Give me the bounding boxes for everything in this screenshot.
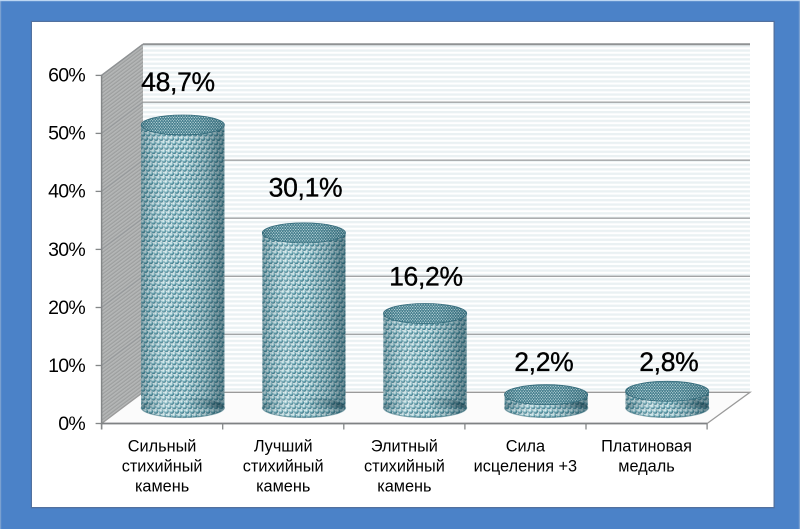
svg-text:стихийный: стихийный [243, 457, 324, 475]
svg-text:16,2%: 16,2% [389, 261, 463, 291]
svg-text:Сила: Сила [506, 437, 546, 455]
svg-text:2,2%: 2,2% [514, 347, 573, 377]
svg-text:30%: 30% [48, 239, 85, 261]
svg-text:камень: камень [256, 478, 310, 496]
svg-text:10%: 10% [48, 355, 85, 377]
svg-text:Лучший: Лучший [254, 437, 313, 455]
svg-text:Платиновая: Платиновая [601, 437, 692, 455]
svg-text:Сильный: Сильный [128, 437, 197, 455]
svg-text:48,7%: 48,7% [141, 67, 215, 97]
svg-text:60%: 60% [48, 65, 85, 87]
svg-text:стихийный: стихийный [122, 457, 203, 475]
svg-text:исцеления +3: исцеления +3 [474, 457, 577, 475]
svg-text:20%: 20% [48, 297, 85, 319]
svg-text:50%: 50% [48, 123, 85, 145]
svg-text:Элитный: Элитный [371, 437, 438, 455]
svg-text:2,8%: 2,8% [639, 347, 698, 377]
svg-text:стихийный: стихийный [364, 457, 445, 475]
svg-text:камень: камень [135, 478, 189, 496]
svg-text:40%: 40% [48, 181, 85, 203]
svg-text:30,1%: 30,1% [269, 173, 343, 203]
svg-text:0%: 0% [58, 413, 85, 435]
svg-text:медаль: медаль [618, 457, 674, 475]
svg-text:камень: камень [377, 478, 431, 496]
